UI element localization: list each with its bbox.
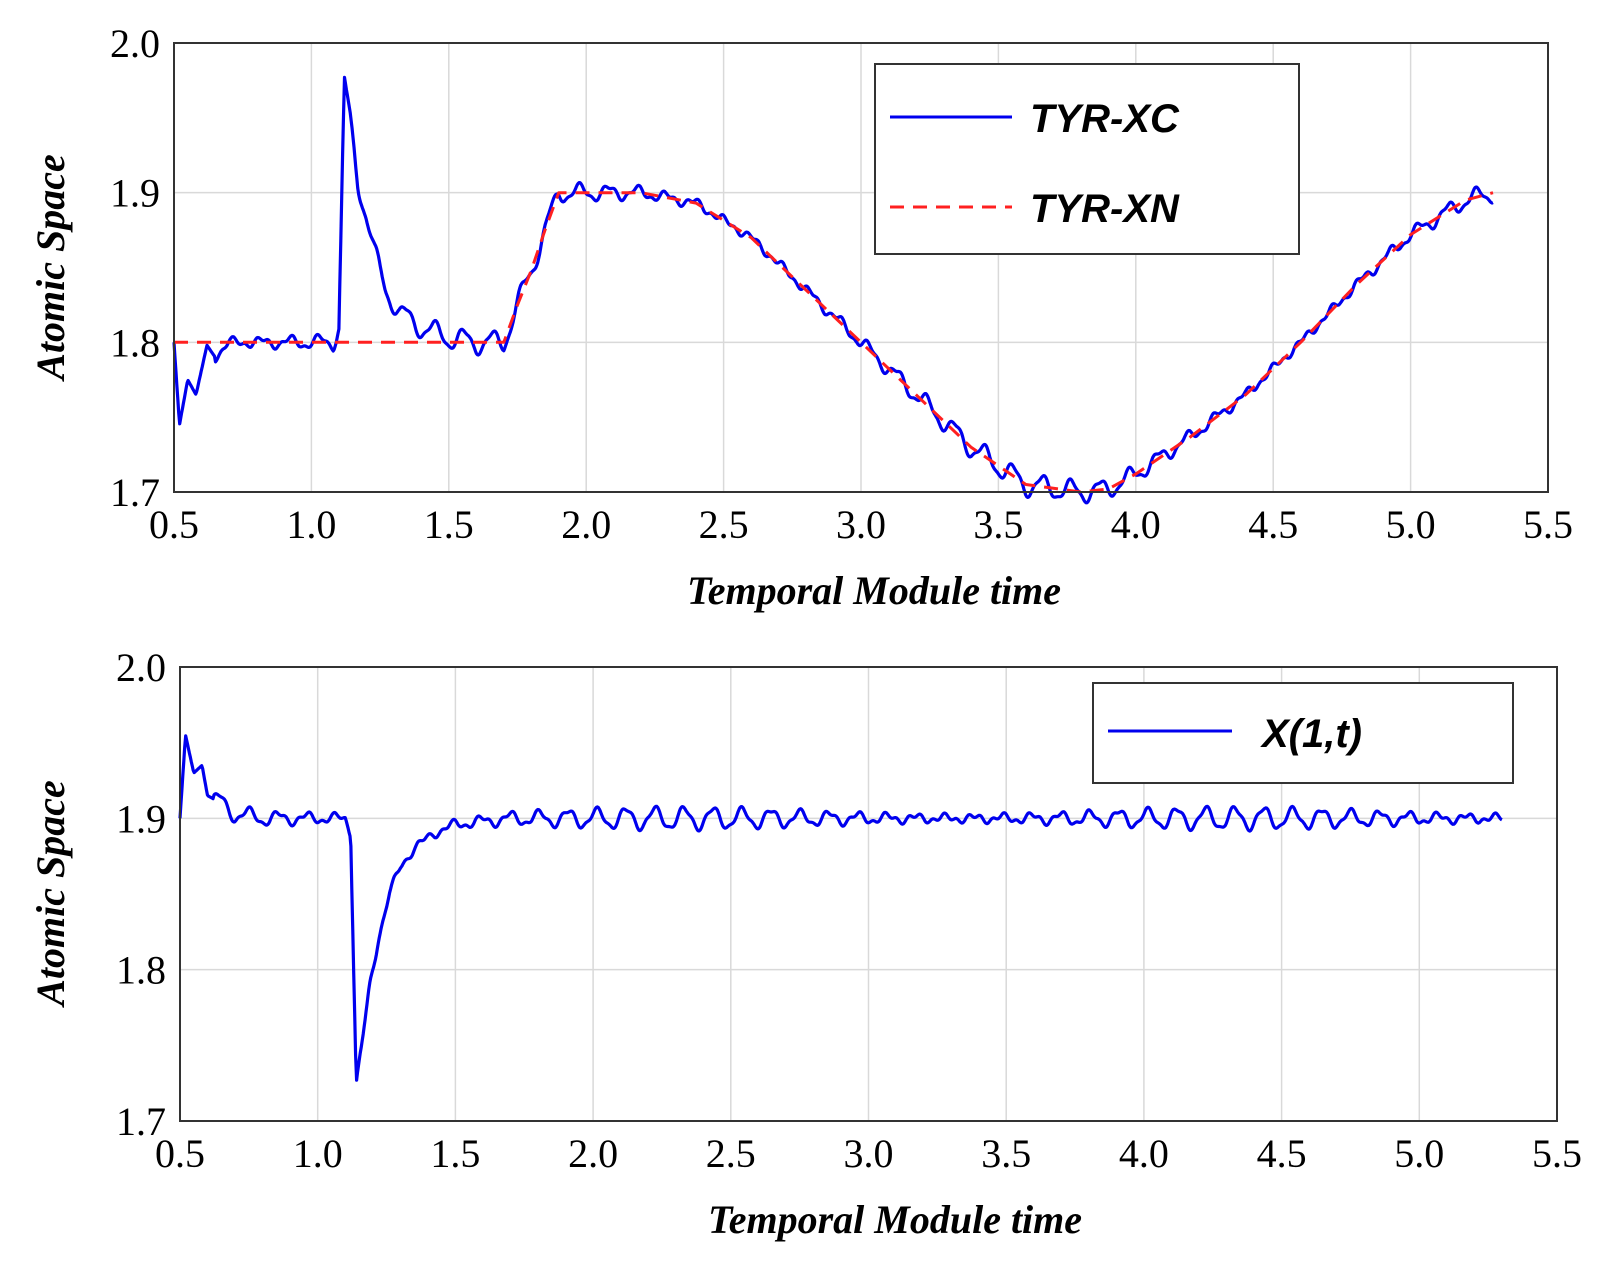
- x-axis-title: Temporal Module time: [687, 568, 1061, 613]
- x-tick-label: 3.0: [844, 1131, 894, 1176]
- x-tick-label: 2.0: [561, 502, 611, 547]
- x-tick-label: 3.5: [981, 1131, 1031, 1176]
- series-line-x-1-t: [178, 734, 1503, 1082]
- x-axis-title: Temporal Module time: [708, 1197, 1082, 1242]
- legend: TYR-XC TYR-XN: [874, 63, 1300, 255]
- y-axis-title: Atomic Space: [28, 780, 73, 1009]
- legend: X(1,t): [1092, 682, 1514, 784]
- series-layer: [178, 734, 1503, 1082]
- plot-frame: [173, 42, 1549, 493]
- x-tick-label: 5.0: [1386, 502, 1436, 547]
- x-tick-label: 2.5: [706, 1131, 756, 1176]
- x-tick-label: 3.0: [836, 502, 886, 547]
- y-tick-label: 1.9: [110, 171, 160, 216]
- x-tick-label: 4.5: [1248, 502, 1298, 547]
- legend-label-tyr-xn: TYR-XN: [1030, 187, 1180, 231]
- x-tick-label: 0.5: [155, 1131, 205, 1176]
- y-tick-label: 1.7: [116, 1099, 166, 1144]
- x-tick-label: 4.0: [1111, 502, 1161, 547]
- y-tick-label: 1.7: [110, 470, 160, 515]
- y-tick-label: 1.9: [116, 796, 166, 841]
- x-tick-labels: 0.5 1.0 1.5 2.0 2.5 3.0 3.5 4.0 4.5 5.0 5.5: [155, 1131, 1582, 1176]
- x-tick-label: 5.0: [1394, 1131, 1444, 1176]
- chart-top: 0.5 1.0 1.5 2.0 2.5 3.0 3.5 4.0 4.5 5.0 5.5 1.7 1.8…: [28, 21, 1573, 613]
- x-tick-label: 2.0: [568, 1131, 618, 1176]
- series-layer: [172, 75, 1494, 505]
- legend-label-x1t: X(1,t): [1260, 712, 1362, 756]
- y-tick-label: 1.8: [116, 948, 166, 993]
- x-tick-label: 4.5: [1257, 1131, 1307, 1176]
- x-tick-label: 4.0: [1119, 1131, 1169, 1176]
- y-axis-title: Atomic Space: [28, 154, 73, 383]
- y-tick-labels: 1.7 1.8 1.9 2.0: [116, 645, 166, 1144]
- y-tick-labels: 1.7 1.8 1.9 2.0: [110, 21, 160, 515]
- x-tick-labels: 0.5 1.0 1.5 2.0 2.5 3.0 3.5 4.0 4.5 5.0 5.5: [149, 502, 1573, 547]
- y-tick-label: 1.8: [110, 320, 160, 365]
- y-tick-label: 2.0: [110, 21, 160, 66]
- legend-label-tyr-xc: TYR-XC: [1030, 97, 1180, 141]
- x-tick-label: 1.5: [430, 1131, 480, 1176]
- series-line-tyr-xn: [174, 191, 1494, 494]
- legend-box: [1092, 682, 1514, 784]
- x-tick-label: 1.5: [424, 502, 474, 547]
- x-tick-label: 1.0: [286, 502, 336, 547]
- legend-box: [874, 63, 1300, 255]
- x-tick-label: 1.0: [293, 1131, 343, 1176]
- x-tick-label: 5.5: [1523, 502, 1573, 547]
- plot-frame: [179, 666, 1558, 1122]
- x-tick-label: 0.5: [149, 502, 199, 547]
- chart-bottom: 0.5 1.0 1.5 2.0 2.5 3.0 3.5 4.0 4.5 5.0 5.5 1.7 1.8…: [28, 645, 1582, 1242]
- y-tick-label: 2.0: [116, 645, 166, 690]
- x-tick-label: 2.5: [699, 502, 749, 547]
- x-tick-label: 5.5: [1532, 1131, 1582, 1176]
- x-tick-label: 3.5: [973, 502, 1023, 547]
